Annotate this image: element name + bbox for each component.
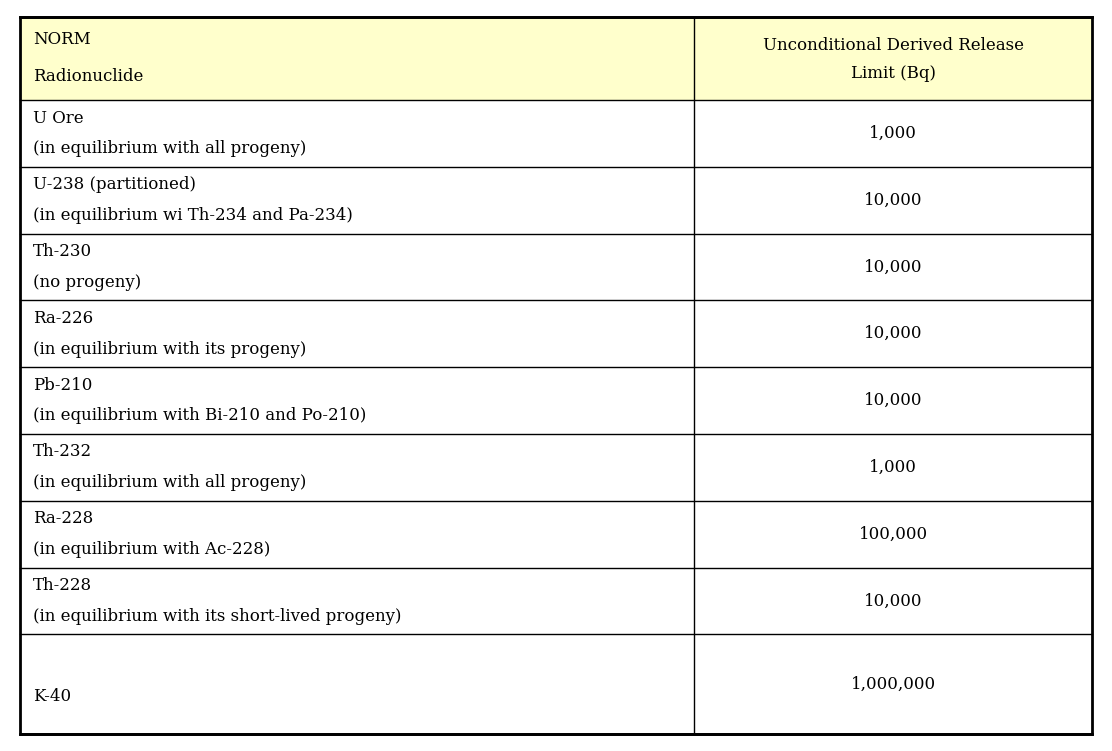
Bar — [20, 635, 694, 734]
Text: U Ore: U Ore — [33, 110, 85, 126]
Text: Ra-228: Ra-228 — [33, 510, 93, 527]
Bar — [20, 17, 694, 100]
Bar — [694, 568, 1092, 635]
Text: Th-232: Th-232 — [33, 444, 92, 460]
Text: Th-230: Th-230 — [33, 243, 92, 260]
Bar — [694, 367, 1092, 434]
Bar — [20, 100, 694, 167]
Bar — [694, 300, 1092, 367]
Text: Radionuclide: Radionuclide — [33, 68, 143, 85]
Text: Pb-210: Pb-210 — [33, 377, 92, 394]
Bar — [20, 234, 694, 300]
Text: Limit (Bq): Limit (Bq) — [851, 65, 935, 82]
Text: NORM: NORM — [33, 32, 91, 48]
Text: (in equilibrium with all progeny): (in equilibrium with all progeny) — [33, 474, 307, 491]
Bar — [694, 501, 1092, 568]
Bar — [20, 501, 694, 568]
Bar — [694, 17, 1092, 100]
Bar — [694, 100, 1092, 167]
Text: (no progeny): (no progeny) — [33, 274, 141, 291]
Text: (in equilibrium wi Th-234 and Pa-234): (in equilibrium wi Th-234 and Pa-234) — [33, 207, 354, 224]
Text: 1,000: 1,000 — [870, 459, 917, 476]
Text: 100,000: 100,000 — [858, 526, 927, 543]
Text: 10,000: 10,000 — [864, 325, 922, 342]
Text: 10,000: 10,000 — [864, 392, 922, 409]
Text: (in equilibrium with its progeny): (in equilibrium with its progeny) — [33, 341, 307, 357]
Text: (in equilibrium with its short-lived progeny): (in equilibrium with its short-lived pro… — [33, 608, 401, 625]
Text: K-40: K-40 — [33, 688, 71, 705]
Text: 1,000,000: 1,000,000 — [851, 676, 935, 693]
Bar — [694, 635, 1092, 734]
Bar — [20, 568, 694, 635]
Bar — [694, 234, 1092, 300]
Text: (in equilibrium with Bi-210 and Po-210): (in equilibrium with Bi-210 and Po-210) — [33, 407, 367, 424]
Text: Unconditional Derived Release: Unconditional Derived Release — [763, 38, 1024, 54]
Bar — [694, 167, 1092, 234]
Text: 10,000: 10,000 — [864, 593, 922, 609]
Text: 10,000: 10,000 — [864, 192, 922, 209]
Bar — [20, 300, 694, 367]
Text: 10,000: 10,000 — [864, 258, 922, 276]
Text: 1,000: 1,000 — [870, 125, 917, 142]
Bar — [20, 367, 694, 434]
Text: (in equilibrium with all progeny): (in equilibrium with all progeny) — [33, 140, 307, 157]
Bar — [20, 167, 694, 234]
Text: Ra-226: Ra-226 — [33, 310, 93, 327]
Text: U-238 (partitioned): U-238 (partitioned) — [33, 176, 197, 193]
Text: Th-228: Th-228 — [33, 577, 92, 594]
Text: (in equilibrium with Ac-228): (in equilibrium with Ac-228) — [33, 541, 270, 558]
Bar — [694, 434, 1092, 501]
Bar — [20, 434, 694, 501]
